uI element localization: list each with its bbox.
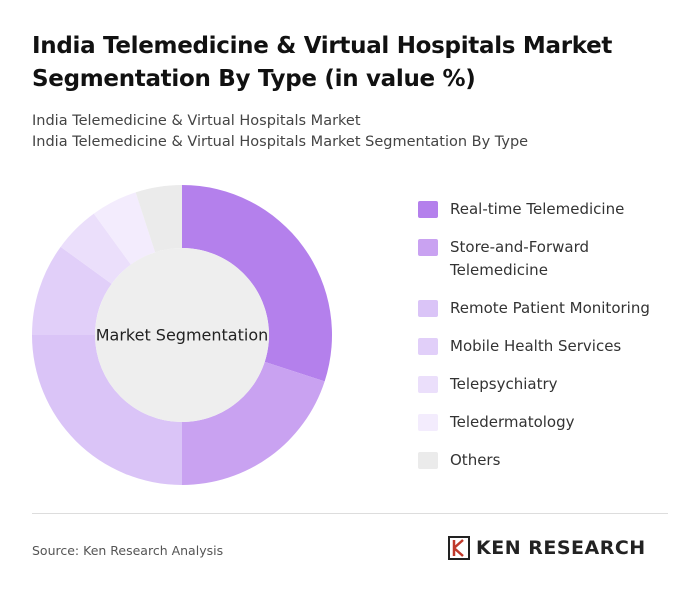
legend-swatch bbox=[418, 376, 438, 393]
legend-item: Others bbox=[418, 449, 668, 472]
donut-segment bbox=[182, 361, 325, 485]
legend-item: Remote Patient Monitoring bbox=[418, 297, 668, 320]
legend-item: Store-and-Forward Telemedicine bbox=[418, 236, 668, 282]
center-label: Market Segmentation bbox=[96, 326, 269, 345]
legend-swatch bbox=[418, 452, 438, 469]
legend-swatch bbox=[418, 414, 438, 431]
donut-segment bbox=[60, 213, 131, 284]
legend-item: Telepsychiatry bbox=[418, 373, 668, 396]
donut-hole bbox=[95, 248, 269, 422]
subtitle: India Telemedicine & Virtual Hospitals M… bbox=[32, 134, 529, 150]
logo-icon bbox=[448, 536, 470, 560]
logo: KEN RESEARCH bbox=[448, 536, 646, 560]
legend-swatch bbox=[418, 300, 438, 317]
donut-segment bbox=[182, 185, 332, 382]
legend-label: Store-and-Forward Telemedicine bbox=[450, 238, 590, 279]
legend-label: Remote Patient Monitoring bbox=[450, 299, 650, 317]
legend-swatch bbox=[418, 338, 438, 355]
divider bbox=[32, 513, 668, 514]
logo-text: KEN RESEARCH bbox=[476, 537, 646, 559]
donut-segment bbox=[135, 185, 182, 253]
legend-item: Real-time Telemedicine bbox=[418, 198, 668, 221]
donut-segment bbox=[32, 335, 182, 485]
legend-label: Teledermatology bbox=[450, 413, 575, 431]
legend-label: Real-time Telemedicine bbox=[450, 200, 625, 218]
legend-swatch bbox=[418, 239, 438, 256]
legend-item: Teledermatology bbox=[418, 411, 668, 434]
legend: Real-time Telemedicine Store-and-Forward … bbox=[418, 198, 668, 472]
donut-segment bbox=[93, 192, 156, 265]
donut-segment bbox=[32, 246, 112, 335]
chart-title: India Telemedicine & Virtual Hospitals M… bbox=[32, 33, 613, 92]
subtitle: India Telemedicine & Virtual Hospitals M… bbox=[32, 113, 361, 129]
legend-label: Telepsychiatry bbox=[450, 375, 558, 393]
legend-label: Others bbox=[450, 451, 501, 469]
donut-chart: Market Segmentation bbox=[32, 185, 332, 485]
legend-item: Mobile Health Services bbox=[418, 335, 668, 358]
legend-label: Mobile Health Services bbox=[450, 337, 622, 355]
source: Source: Ken Research Analysis bbox=[32, 543, 224, 558]
legend-swatch bbox=[418, 201, 438, 218]
